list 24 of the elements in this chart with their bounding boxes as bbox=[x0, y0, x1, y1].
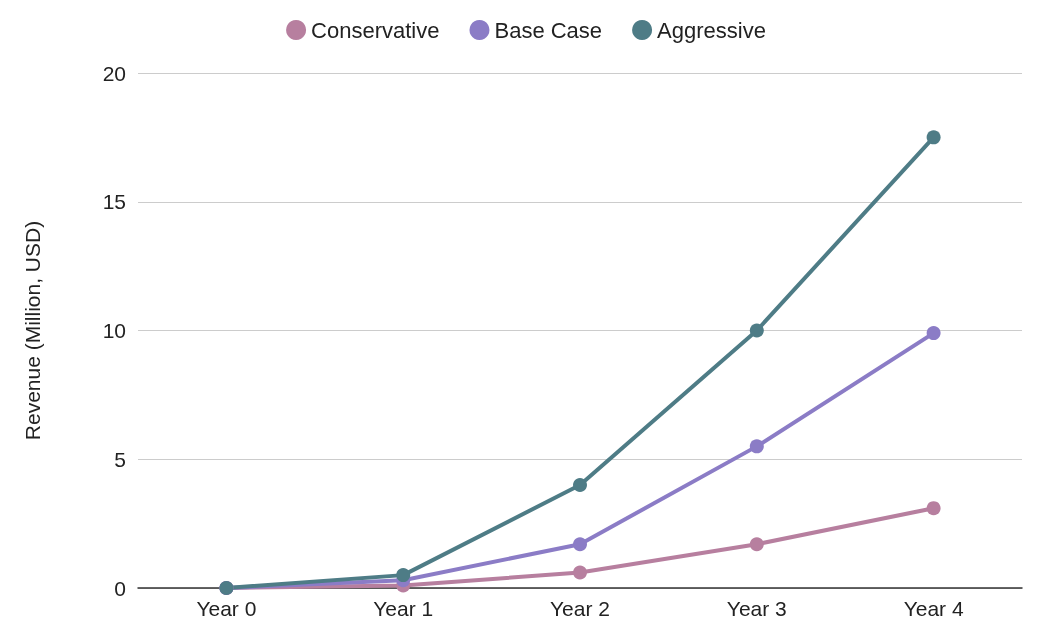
point bbox=[749, 323, 764, 338]
point bbox=[926, 130, 941, 145]
x-tick-label: Year 1 bbox=[373, 597, 434, 620]
point bbox=[749, 537, 764, 552]
y-axis-title: Revenue (Million, USD) bbox=[21, 220, 44, 441]
y-tick-label: 20 bbox=[102, 61, 126, 85]
y-tick-label: 15 bbox=[102, 190, 126, 214]
legend-label: Base Case bbox=[494, 17, 603, 43]
point bbox=[573, 537, 587, 552]
x-tick-label: Year 0 bbox=[196, 597, 257, 620]
point bbox=[396, 568, 411, 583]
legend-label: Aggressive bbox=[657, 17, 766, 43]
y-tick-label: 10 bbox=[102, 319, 126, 342]
point bbox=[749, 439, 764, 454]
point bbox=[573, 565, 587, 580]
y-tick-label: 0 bbox=[114, 576, 126, 600]
point bbox=[926, 501, 941, 516]
y-tick-label: 5 bbox=[114, 447, 126, 471]
x-tick-label: Year 3 bbox=[726, 597, 787, 620]
point bbox=[926, 326, 941, 341]
x-tick-label: Year 2 bbox=[550, 597, 610, 620]
point bbox=[573, 478, 587, 492]
legend-label: Conservative bbox=[311, 17, 440, 43]
x-tick-label: Year 4 bbox=[903, 597, 964, 620]
